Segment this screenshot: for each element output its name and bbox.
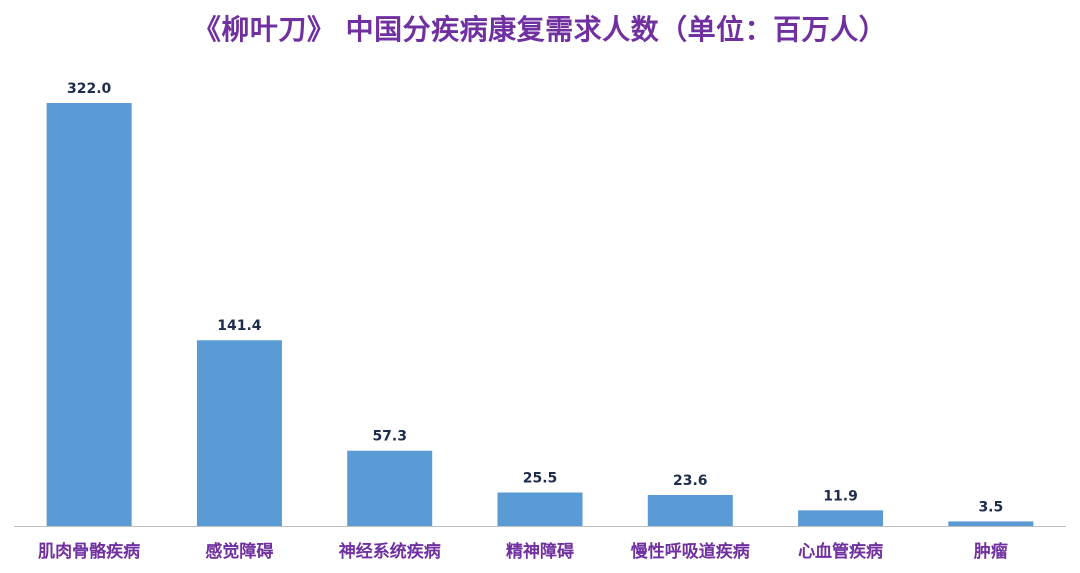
category-labels-group: 肌肉骨骼疾病 感觉障碍 神经系统疾病 精神障碍 慢性呼吸道疾病 心血管疾病 肿瘤 xyxy=(38,541,1008,562)
bar-3 xyxy=(347,450,433,526)
category-label-2: 感觉障碍 xyxy=(205,541,273,562)
bar-4 xyxy=(497,492,583,526)
category-label-3: 神经系统疾病 xyxy=(339,541,441,562)
bar-2 xyxy=(196,340,282,526)
chart-title: 《柳叶刀》 中国分疾病康复需求人数（单位：百万人） xyxy=(192,13,888,46)
value-label-2: 141.4 xyxy=(217,318,262,334)
category-label-7: 肿瘤 xyxy=(974,541,1008,562)
value-label-5: 23.6 xyxy=(673,473,708,489)
bar-6 xyxy=(798,510,884,526)
bar-1 xyxy=(46,103,132,526)
value-label-1: 322.0 xyxy=(67,81,112,97)
value-labels-group: 322.0 141.4 57.3 25.5 23.6 11.9 3.5 xyxy=(67,81,1003,515)
bar-7 xyxy=(948,521,1034,526)
category-label-4: 精神障碍 xyxy=(506,541,574,562)
category-label-6: 心血管疾病 xyxy=(798,541,883,562)
category-label-1: 肌肉骨骼疾病 xyxy=(38,541,140,562)
value-label-7: 3.5 xyxy=(978,499,1003,515)
category-label-5: 慢性呼吸道疾病 xyxy=(631,541,750,562)
value-label-4: 25.5 xyxy=(523,471,558,487)
value-label-3: 57.3 xyxy=(372,429,407,445)
bar-5 xyxy=(647,494,733,526)
value-label-6: 11.9 xyxy=(823,488,858,504)
bars-group xyxy=(46,103,1034,526)
